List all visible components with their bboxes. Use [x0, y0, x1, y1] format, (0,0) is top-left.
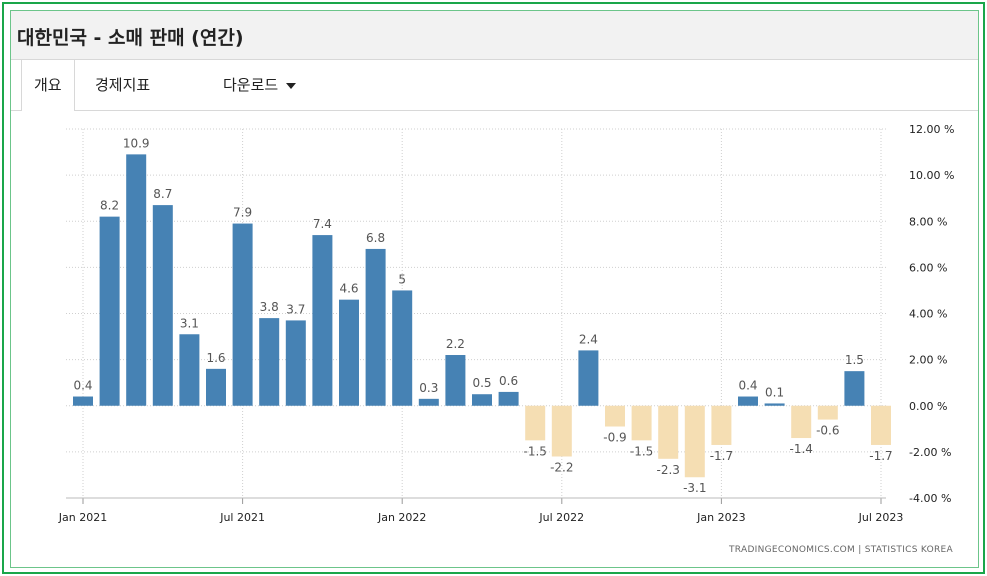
bar — [418, 398, 439, 406]
bar — [684, 405, 705, 478]
bar — [472, 394, 492, 406]
chevron-down-icon — [286, 82, 297, 89]
data-label: 7.4 — [313, 217, 332, 231]
bar — [711, 405, 732, 445]
data-label: 4.6 — [339, 282, 358, 296]
bar — [871, 405, 891, 445]
y-tick-label: 6.00 % — [909, 261, 947, 274]
bar — [578, 350, 599, 406]
tab-bar: 개요 경제지표 다운로드 — [11, 60, 978, 111]
data-label: -1.5 — [630, 444, 653, 458]
data-label: -2.2 — [550, 460, 573, 474]
bar — [551, 405, 572, 457]
data-label: 0.3 — [419, 381, 438, 395]
bar — [259, 318, 280, 406]
y-tick-label: 10.00 % — [909, 169, 954, 182]
y-tick-label: 8.00 % — [909, 215, 947, 228]
data-label: -1.5 — [523, 444, 546, 458]
bar — [764, 403, 785, 406]
data-label: 0.1 — [765, 385, 784, 399]
bar — [738, 396, 758, 406]
data-label: 3.8 — [260, 300, 279, 314]
bar — [498, 391, 519, 406]
x-tick-label: Jan 2023 — [696, 511, 745, 524]
x-tick-label: Jan 2022 — [377, 511, 426, 524]
chart-panel: 대한민국 - 소매 판매 (연간) 개요 경제지표 다운로드 12.00 % 10… — [10, 10, 979, 568]
data-label: -1.4 — [789, 442, 812, 456]
bar — [126, 154, 147, 406]
x-tick-label: Jul 2021 — [219, 511, 265, 524]
data-label: 0.4 — [73, 379, 92, 393]
bar — [365, 248, 386, 406]
data-label: -2.3 — [656, 463, 679, 477]
data-label: 3.1 — [180, 316, 199, 330]
bar — [152, 205, 173, 406]
bar — [339, 299, 359, 406]
bar — [392, 290, 413, 406]
bar — [73, 396, 93, 406]
x-tick-label: Jan 2021 — [58, 511, 107, 524]
bar — [312, 235, 333, 406]
data-label: -0.6 — [816, 424, 839, 438]
data-label: 5 — [398, 272, 406, 286]
tab-download[interactable]: 다운로드 — [223, 60, 297, 110]
bar — [605, 405, 625, 427]
tab-overview[interactable]: 개요 — [21, 60, 75, 111]
y-tick-label: 2.00 % — [909, 354, 947, 367]
bar — [445, 355, 466, 406]
data-label: 0.4 — [738, 379, 757, 393]
tab-download-label: 다운로드 — [223, 76, 279, 94]
data-label: 0.5 — [472, 376, 491, 390]
data-label: -3.1 — [683, 481, 706, 495]
bar — [791, 405, 812, 439]
data-label: 7.9 — [233, 206, 252, 220]
y-tick-label: -2.00 % — [909, 446, 951, 459]
y-tick-label: 0.00 % — [909, 400, 947, 413]
bar — [817, 405, 838, 420]
y-tick-label: -4.00 % — [909, 492, 951, 505]
bar — [285, 320, 306, 406]
data-label: 8.7 — [153, 187, 172, 201]
bar — [525, 405, 546, 441]
data-label: -0.9 — [603, 431, 626, 445]
bar — [232, 223, 253, 406]
bar-chart: 12.00 % 10.00 % 8.00 % 6.00 % 4.00 % 2.00 % 0.… — [58, 123, 955, 524]
data-label: 6.8 — [366, 231, 385, 245]
tab-indicators-label: 경제지표 — [95, 76, 151, 94]
data-label: -1.7 — [710, 449, 733, 463]
bar — [179, 334, 200, 406]
data-label: 10.9 — [123, 136, 150, 150]
data-label: 1.5 — [845, 353, 864, 367]
data-label: 0.6 — [499, 374, 518, 388]
bar — [844, 371, 865, 406]
page-title: 대한민국 - 소매 판매 (연간) — [17, 27, 244, 49]
data-label: -1.7 — [869, 449, 892, 463]
bar — [631, 405, 652, 441]
bar — [206, 368, 226, 406]
bar — [658, 405, 679, 459]
title-bar: 대한민국 - 소매 판매 (연간) — [11, 11, 978, 60]
data-label: 8.2 — [100, 199, 119, 213]
source-credit: TRADINGECONOMICS.COM | STATISTICS KOREA — [729, 545, 954, 555]
tab-overview-label: 개요 — [34, 76, 62, 94]
bar — [99, 216, 120, 406]
y-tick-label: 4.00 % — [909, 308, 947, 321]
data-label: 1.6 — [206, 351, 225, 365]
y-tick-label: 12.00 % — [909, 123, 954, 136]
data-label: 2.4 — [579, 332, 598, 346]
data-label: 2.2 — [446, 337, 465, 351]
data-label: 3.7 — [286, 302, 305, 316]
x-tick-label: Jul 2022 — [538, 511, 584, 524]
x-tick-label: Jul 2023 — [858, 511, 904, 524]
tab-indicators[interactable]: 경제지표 — [95, 60, 150, 110]
